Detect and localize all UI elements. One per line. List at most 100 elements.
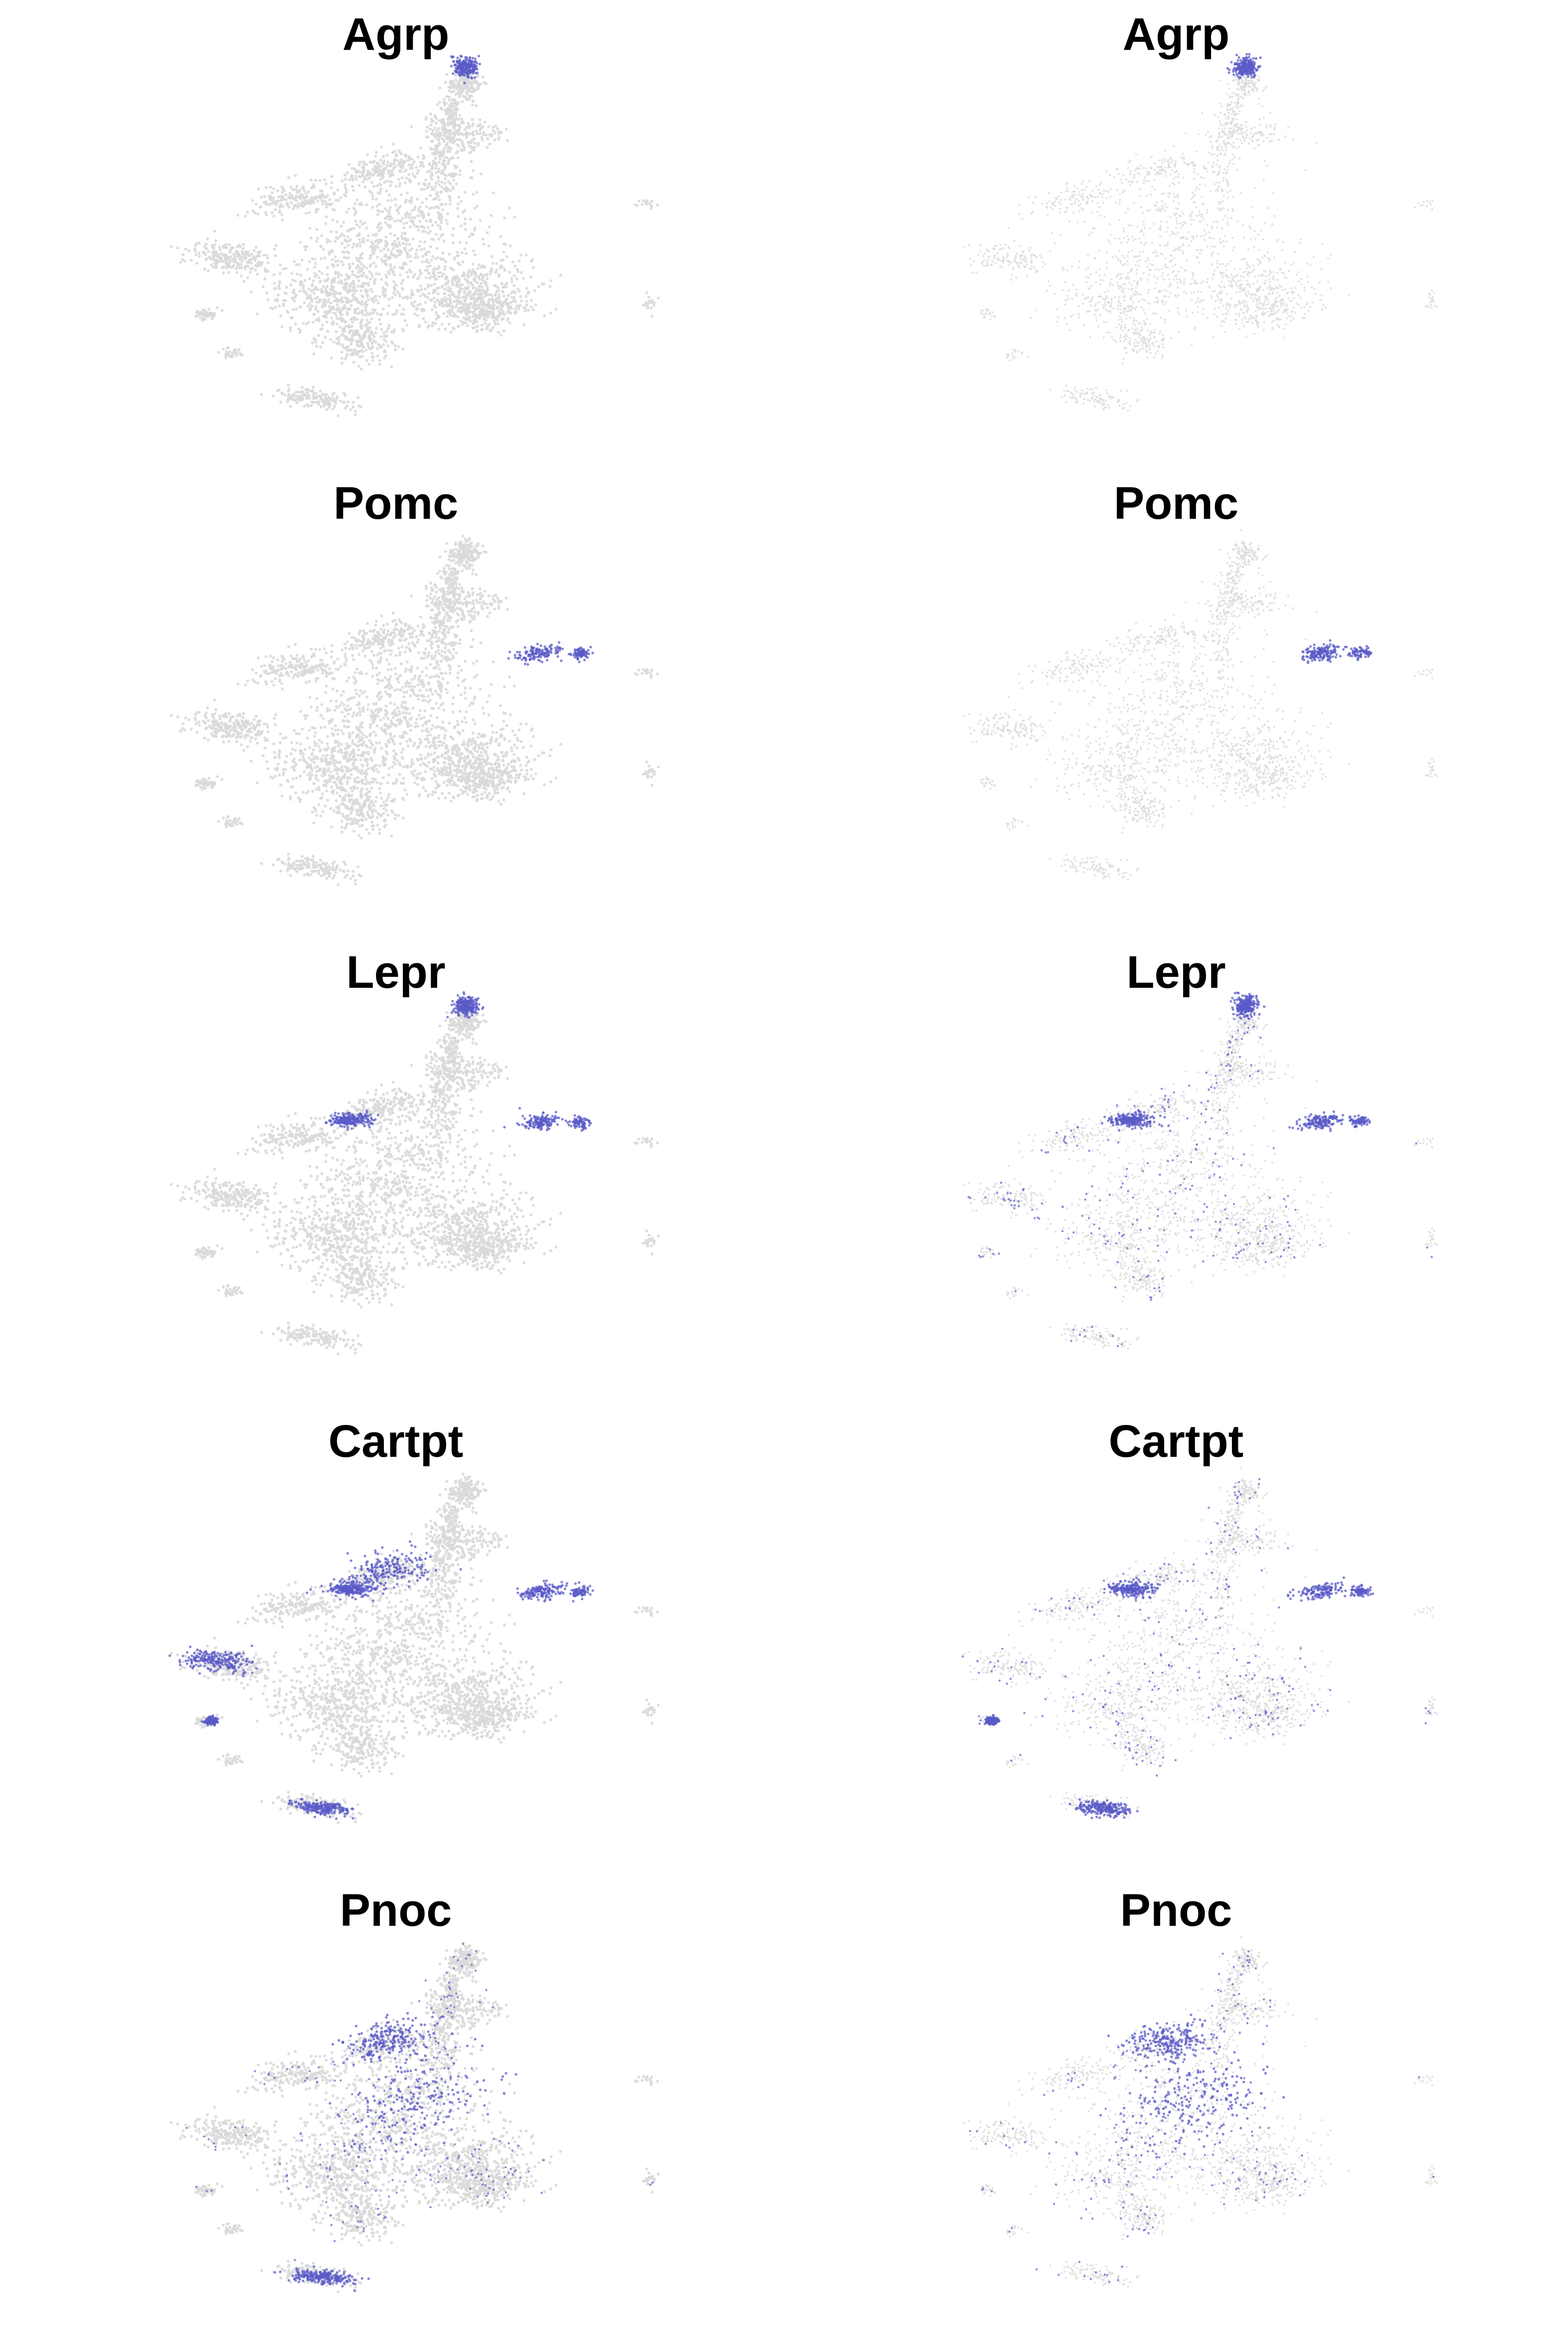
- cell-point: [1129, 160, 1131, 162]
- cell-point: [425, 130, 428, 133]
- cell-point: [417, 169, 420, 172]
- cell-point: [451, 141, 454, 144]
- cell-point: [1265, 308, 1267, 310]
- cell-point: [437, 176, 440, 179]
- cell-point: [356, 259, 359, 262]
- cell-point: [451, 234, 454, 236]
- cell-point: [525, 253, 528, 256]
- cell-point: [1240, 104, 1242, 106]
- cell-point: [1093, 314, 1095, 316]
- cell-point: [329, 203, 332, 206]
- cell-point: [511, 260, 514, 263]
- cell-point: [356, 199, 359, 202]
- cell-point: [416, 172, 419, 175]
- cell-point: [274, 299, 277, 302]
- cell-point: [500, 282, 503, 285]
- cell-point: [404, 181, 407, 184]
- cell-point: [414, 256, 417, 259]
- expressing-point: [472, 57, 474, 59]
- cell-point: [391, 271, 394, 274]
- cell-point: [1277, 239, 1279, 241]
- cell-point: [437, 167, 440, 170]
- cell-point: [502, 295, 505, 298]
- cell-point: [300, 390, 303, 393]
- cell-point: [392, 142, 395, 145]
- cell-point: [273, 282, 276, 285]
- cell-point: [421, 260, 424, 263]
- cell-point: [231, 352, 234, 355]
- cell-point: [1242, 94, 1244, 96]
- cell-point: [358, 234, 361, 237]
- cell-point: [347, 243, 350, 246]
- cell-point: [449, 199, 452, 202]
- cell-point: [1238, 133, 1240, 135]
- cell-point: [1126, 278, 1128, 280]
- cell-point: [434, 301, 437, 304]
- cell-point: [466, 324, 469, 327]
- cell-point: [1111, 336, 1113, 338]
- cell-point: [1128, 329, 1130, 331]
- cell-point: [351, 335, 354, 338]
- cell-point: [490, 267, 493, 270]
- cell-point: [393, 273, 396, 276]
- cell-point: [474, 146, 477, 149]
- cell-point: [458, 89, 461, 92]
- cell-point: [416, 289, 419, 292]
- cell-point: [513, 274, 516, 277]
- cell-point: [508, 321, 511, 324]
- cell-point: [435, 117, 438, 120]
- cell-point: [1098, 274, 1100, 276]
- cell-point: [386, 160, 389, 163]
- cell-point: [474, 142, 477, 145]
- cell-point: [454, 103, 457, 106]
- cell-point: [457, 156, 460, 159]
- cell-point: [345, 287, 348, 290]
- expressing-point: [472, 69, 474, 72]
- cell-point: [1114, 296, 1116, 298]
- cell-point: [449, 203, 452, 206]
- cell-point: [438, 150, 441, 153]
- cell-point: [315, 240, 318, 243]
- cell-point: [457, 215, 460, 218]
- cell-point: [435, 164, 438, 167]
- expressing-point: [474, 67, 477, 70]
- cell-point: [188, 249, 191, 252]
- cell-point: [319, 390, 322, 393]
- cell-point: [1307, 310, 1309, 312]
- cell-point: [306, 305, 309, 308]
- cell-point: [395, 284, 398, 287]
- cell-point: [448, 123, 451, 126]
- cell-point: [347, 256, 350, 259]
- cell-point: [261, 261, 264, 264]
- cell-point: [339, 400, 342, 403]
- cell-point: [228, 257, 231, 260]
- cell-point: [447, 286, 450, 289]
- cell-point: [1165, 301, 1167, 303]
- cell-point: [1256, 303, 1258, 305]
- cell-point: [371, 275, 374, 278]
- cell-point: [236, 354, 239, 357]
- cell-point: [335, 315, 338, 318]
- cell-point: [441, 251, 444, 254]
- cell-point: [311, 284, 314, 287]
- cell-point: [438, 155, 441, 158]
- cell-point: [1116, 274, 1118, 276]
- cell-point: [401, 288, 404, 291]
- cell-point: [441, 258, 444, 261]
- cell-point: [1079, 396, 1081, 398]
- cell-point: [206, 237, 209, 240]
- cell-point: [337, 259, 340, 262]
- cell-point: [469, 303, 472, 306]
- cell-point: [398, 243, 401, 246]
- cell-point: [1149, 263, 1151, 265]
- cell-point: [452, 80, 455, 83]
- cell-point: [314, 197, 317, 200]
- cell-point: [1287, 308, 1289, 310]
- cell-point: [1218, 292, 1220, 294]
- cell-point: [370, 192, 373, 195]
- cell-point: [1107, 404, 1109, 406]
- cell-point: [416, 215, 419, 218]
- cell-point: [1200, 291, 1202, 293]
- cell-point: [369, 348, 372, 351]
- cell-point: [396, 159, 399, 162]
